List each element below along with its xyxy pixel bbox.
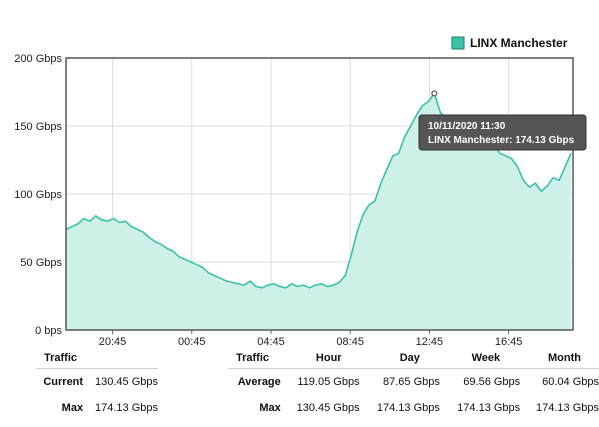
- series-area-fill: [66, 93, 571, 331]
- y-tick-label: 150 Gbps: [14, 121, 62, 133]
- x-tick-label: 16:45: [495, 336, 523, 345]
- y-tick-label: 100 Gbps: [14, 189, 62, 201]
- tooltip-value: LINX Manchester: 174.13 Gbps: [428, 135, 575, 146]
- highlighted-point: [431, 90, 438, 97]
- table-row: Max 130.45 Gbps 174.13 Gbps 174.13 Gbps …: [228, 395, 599, 421]
- stats-summary-table: Traffic Current 130.45 Gbps Max 174.13 G…: [36, 352, 158, 421]
- x-tick-label: 00:45: [178, 336, 206, 345]
- row-value: 174.13 Gbps: [95, 402, 158, 414]
- y-tick-label: 50 Gbps: [20, 257, 62, 269]
- cell: 130.45 Gbps: [296, 402, 360, 414]
- cell: 174.13 Gbps: [376, 402, 440, 414]
- col-header-week: Week: [439, 352, 521, 369]
- x-tick-label: 12:45: [416, 336, 444, 345]
- col-header-day: Day: [359, 352, 440, 369]
- row-label: Current: [43, 376, 84, 388]
- col-header-traffic: Traffic: [228, 352, 281, 369]
- table-row: Average 119.05 Gbps 87.65 Gbps 69.56 Gbp…: [228, 369, 599, 396]
- col-header-month: Month: [520, 352, 599, 369]
- legend[interactable]: LINX Manchester: [451, 36, 568, 50]
- axes: [65, 57, 574, 334]
- cell: 174.13 Gbps: [457, 402, 521, 414]
- cell: 119.05 Gbps: [297, 376, 360, 388]
- table-row: Current 130.45 Gbps: [36, 369, 158, 396]
- cell: 174.13 Gbps: [536, 402, 599, 414]
- x-tick-label: 20:45: [99, 336, 127, 345]
- row-label: Max: [61, 402, 84, 414]
- y-tick-label: 200 Gbps: [14, 53, 62, 65]
- cell: 87.65 Gbps: [383, 376, 440, 388]
- cell: 60.04 Gbps: [542, 376, 599, 388]
- col-header-hour: Hour: [280, 352, 360, 369]
- x-tick-label: 08:45: [336, 336, 364, 345]
- legend-label: LINX Manchester: [470, 36, 568, 50]
- tooltip: 10/11/2020 11:30 LINX Manchester: 174.13…: [418, 114, 587, 151]
- tooltip-box: [418, 114, 587, 151]
- row-label: Average: [237, 376, 281, 388]
- plot-frame: [65, 57, 574, 331]
- row-value: 130.45 Gbps: [95, 376, 158, 388]
- x-tick-label: 04:45: [257, 336, 285, 345]
- x-tick-labels: 20:45 00:45 04:45 08:45 12:45 16:45: [99, 336, 523, 345]
- row-label: Max: [259, 402, 281, 414]
- table-row: Max 174.13 Gbps: [36, 395, 158, 421]
- tooltip-date: 10/11/2020 11:30: [428, 121, 506, 132]
- cell: 69.56 Gbps: [463, 376, 521, 388]
- stats-left-header: Traffic: [36, 352, 158, 369]
- y-tick-label: 0 bps: [35, 325, 62, 337]
- legend-swatch: [451, 36, 465, 50]
- stats-period-table: Traffic Hour Day Week Month Average 119.…: [228, 352, 599, 421]
- y-tick-labels: 0 bps 50 Gbps 100 Gbps 150 Gbps 200 Gbps: [14, 53, 62, 337]
- traffic-chart: 0 bps 50 Gbps 100 Gbps 150 Gbps 200 Gbps 20:…: [14, 36, 587, 345]
